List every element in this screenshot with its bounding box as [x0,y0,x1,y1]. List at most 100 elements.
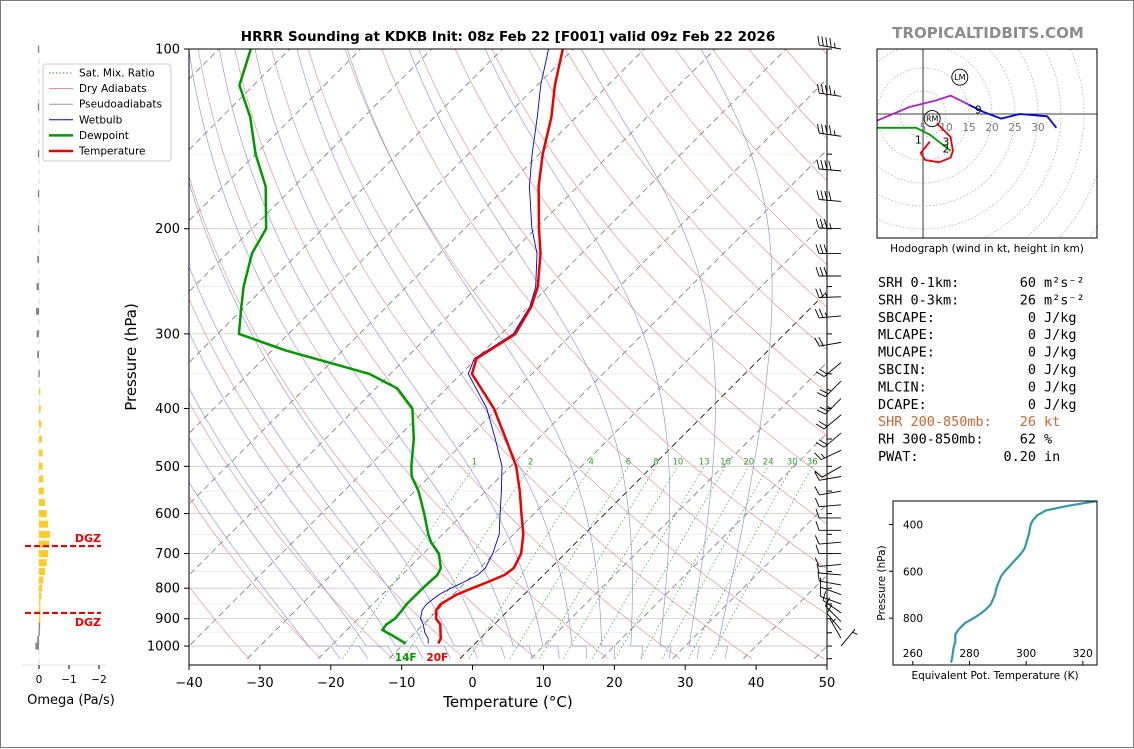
dry-adiabat-line [161,49,536,659]
omega-bar [38,46,39,53]
wind-barb-flag [815,498,819,507]
omega-bar [39,463,43,470]
wind-barb-flag [815,535,819,544]
wind-barb-flag [820,244,823,253]
wind-barb [815,309,841,318]
omega-bar [38,103,39,110]
omega-bar [39,600,40,607]
stat-value: 26 [1020,414,1036,430]
stat-value: 0 [1028,397,1036,413]
wind-barb-flag [820,267,823,276]
stat-label: SBCIN: [878,362,927,378]
omega-bar [39,510,47,517]
wind-barb [816,362,841,376]
wind-barb [817,399,841,415]
omega-bar [39,531,50,538]
wind-barbs [815,36,858,646]
mixing-ratio-label: 20 [743,457,754,467]
stat-unit: m²s⁻² [1044,275,1085,291]
dgz-label: DGZ [75,616,101,629]
chart-title: HRRR Sounding at KDKB Init: 08z Feb 22 [… [241,29,775,45]
wind-barb-flag [821,191,823,200]
stat-value: 0 [1028,310,1036,326]
omega-bar [39,521,48,528]
brand-label: TROPICALTIDBITS.COM [892,24,1084,42]
wind-barb-flag [819,369,827,374]
mixing-ratio-label: 1 [472,457,477,467]
wind-barb-staff [819,45,841,49]
omega-bar [35,643,39,650]
pseudoadiabat-line [162,49,478,659]
omega-bar [39,405,41,412]
hodograph-ring-label: 15 [962,122,975,134]
mixing-ratio-line [404,466,531,658]
mixing-ratio-line [662,466,768,658]
wind-barb [815,535,841,544]
mixing-ratio-label: 4 [588,457,593,467]
y-tick-label: 600 [155,507,180,522]
omega-bar [39,559,47,566]
omega-bar [39,421,41,428]
mixing-ratio-label: 6 [626,457,631,467]
dewpoint-profile [239,49,441,644]
omega-bar [39,568,45,575]
wind-barb-flag [817,393,825,397]
x-tick-label: −20 [317,676,344,691]
wind-barb-flag [822,84,824,93]
dry-adiabat-line [822,49,1134,659]
surface-dewpoint-label: 14F [395,652,417,664]
hodograph-height-label: 1 [915,134,922,146]
dry-adiabat-line [455,49,1111,659]
skewt-ylabel: Pressure (hPa) [122,303,140,411]
theta-e-y-tick-label: 400 [903,519,923,531]
stat-unit: in [1044,449,1060,465]
wind-barb [817,190,841,201]
wind-barb-flag [829,126,831,135]
wind-barb-half-flag [834,130,835,135]
stat-unit: J/kg [1044,310,1077,326]
legend-entry: Pseudoadiabats [79,99,162,111]
omega-bar [39,615,40,622]
stat-value: 0 [1028,327,1036,343]
theta-e-xlabel: Equivalent Pot. Temperature (K) [911,670,1078,682]
wind-barb-staff [819,491,841,495]
stat-label: DCAPE: [878,397,927,413]
stat-label: SRH 0-3km: [878,292,959,308]
omega-bar [36,308,39,315]
theta-e-ylabel: Pressure (hPa) [876,545,888,620]
dry-adiabat-line [272,49,753,659]
wind-barb-flag [819,422,827,427]
wind-barb [817,160,841,171]
x-tick-label: 40 [748,676,765,691]
wind-barb [815,558,841,567]
y-tick-label: 100 [155,43,180,58]
mixing-ratio-line [711,466,813,658]
wind-barb-flag [816,372,824,377]
wind-barb-staff [819,573,841,575]
stat-unit: % [1044,432,1052,448]
wind-barb-flag [819,309,823,318]
stat-value: 0 [1028,362,1036,378]
wind-barb [820,587,841,604]
wind-barb-flag [823,591,826,600]
mixing-ratio-line [510,466,629,658]
wind-barb-flag [815,338,820,346]
omega-bar [39,388,40,395]
hodograph-segment [868,126,951,151]
mixing-ratio-label: 13 [699,457,710,467]
y-tick-label: 200 [155,222,180,237]
wind-barb-staff [819,169,841,171]
omega-bar [37,283,39,290]
wind-barb-half-flag [834,90,835,95]
wind-barb-flag [815,309,819,318]
wind-barb [816,545,841,554]
stat-label: MLCIN: [878,379,927,395]
wind-barb-flag [817,410,825,414]
omega-bar [39,499,45,506]
wind-barb-staff [822,466,841,477]
wind-barb [823,591,841,613]
omega-bar [38,151,39,158]
